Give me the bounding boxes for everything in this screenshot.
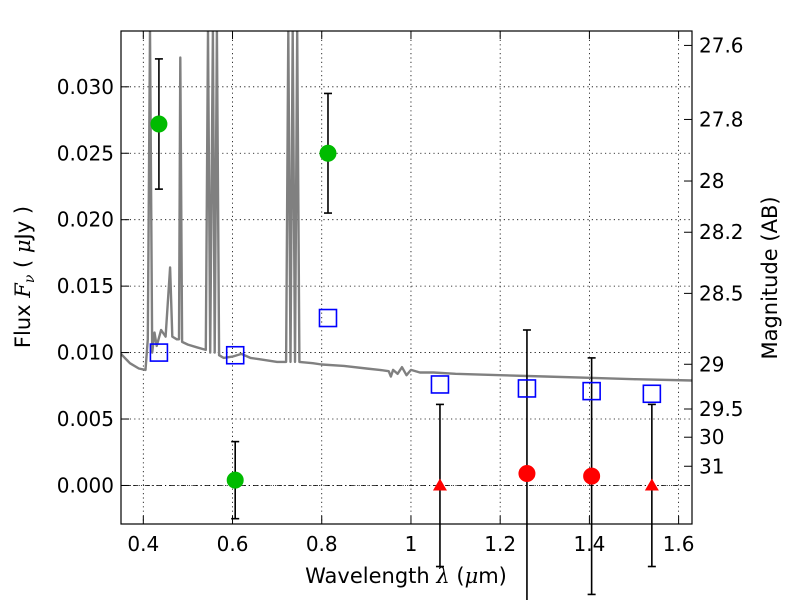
model-photometry-point xyxy=(149,343,169,362)
sed-model-line xyxy=(121,31,692,382)
y2-axis-label: Magnitude (AB) xyxy=(758,196,782,359)
mag-tick-label: 29.5 xyxy=(699,397,744,421)
tick-labels: 0.4 0.6 0.8 1 1.2 1.4 1.6 0.000 0.005 0.010 0.015 0… xyxy=(57,33,744,556)
y-axis-label: Flux Fν ( μJy ) xyxy=(11,206,38,348)
y-tick-label: 0.000 xyxy=(57,473,114,497)
y-tick-label: 0.020 xyxy=(57,208,114,232)
mag-tick-label: 28 xyxy=(699,169,724,193)
mag-tick-label: 27.6 xyxy=(699,33,744,57)
y-tick-label: 0.010 xyxy=(57,341,114,365)
flux-point xyxy=(226,471,244,489)
model-photometry-point xyxy=(225,345,245,365)
x-tick-label: 0.6 xyxy=(217,532,249,556)
model-photometry-point xyxy=(318,308,338,328)
y-tick-label: 0.015 xyxy=(57,274,114,298)
x-tick-label: 1.2 xyxy=(484,532,516,556)
flux-point xyxy=(319,144,337,162)
mag-tick-label: 31 xyxy=(699,454,724,478)
flux-point xyxy=(583,467,601,485)
x-tick-label: 1 xyxy=(405,532,418,556)
model-photometry-point xyxy=(517,379,537,398)
flux-point xyxy=(518,465,536,483)
mag-tick-label: 28.2 xyxy=(699,220,744,244)
model-photometry-point xyxy=(642,384,662,404)
upper-limit-point xyxy=(644,478,659,491)
model-photometry-point xyxy=(430,375,450,394)
grid-lines xyxy=(121,31,692,524)
model-photometry-point xyxy=(582,381,601,401)
mag-tick-label: 28.5 xyxy=(699,281,744,305)
ticks xyxy=(121,31,692,524)
x-axis-label: Wavelength λ (μm) xyxy=(305,564,507,588)
markers xyxy=(149,115,662,491)
mag-tick-label: 27.8 xyxy=(699,107,744,131)
mag-tick-label: 29 xyxy=(699,352,724,376)
x-tick-label: 0.4 xyxy=(127,532,159,556)
x-tick-label: 1.4 xyxy=(573,532,605,556)
y-tick-label: 0.030 xyxy=(57,75,114,99)
x-tick-label: 1.6 xyxy=(663,532,695,556)
upper-limit-point xyxy=(432,478,447,491)
plot-frame xyxy=(120,30,693,525)
mag-tick-label: 30 xyxy=(699,425,724,449)
flux-point xyxy=(150,115,168,133)
x-tick-label: 0.8 xyxy=(306,532,338,556)
y-tick-label: 0.005 xyxy=(57,407,114,431)
y-tick-label: 0.025 xyxy=(57,141,114,165)
data-layer xyxy=(121,31,692,382)
